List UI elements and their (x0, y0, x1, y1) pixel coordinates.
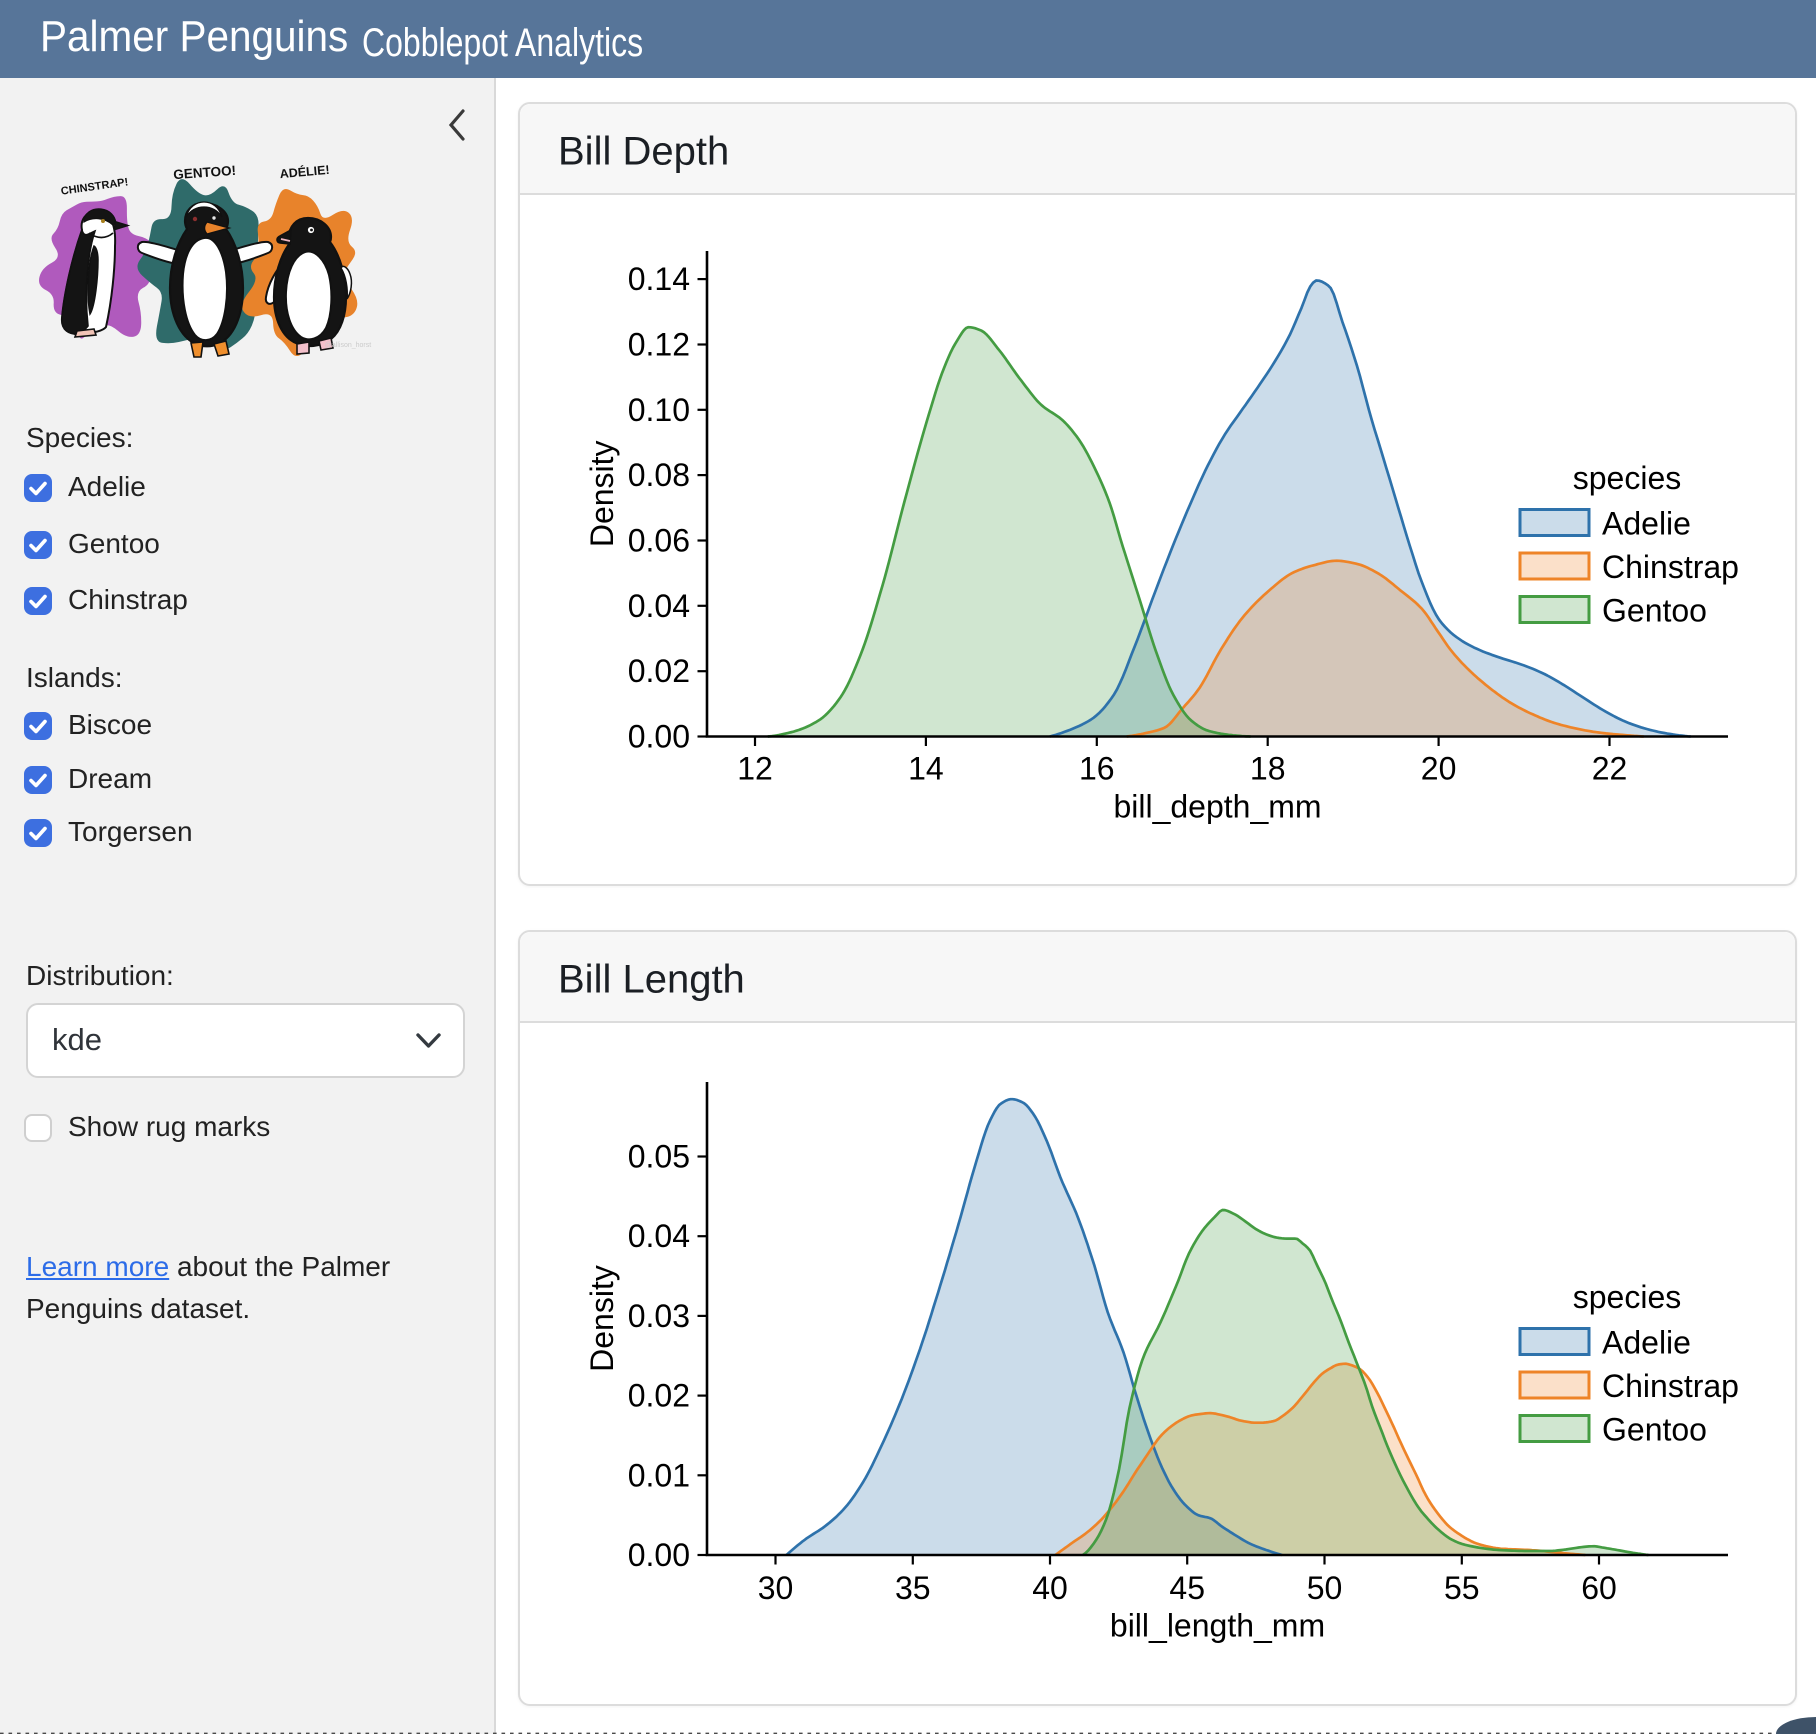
svg-text:18: 18 (1250, 750, 1286, 786)
svg-text:Adelie: Adelie (1602, 506, 1691, 542)
svg-text:0.06: 0.06 (628, 523, 690, 559)
svg-text:30: 30 (758, 1570, 794, 1606)
svg-text:16: 16 (1079, 750, 1115, 786)
svg-text:bill_length_mm: bill_length_mm (1110, 1608, 1325, 1644)
svg-text:0.02: 0.02 (628, 653, 690, 689)
svg-text:Density: Density (584, 1265, 620, 1372)
svg-text:35: 35 (895, 1570, 931, 1606)
svg-text:0.02: 0.02 (628, 1378, 690, 1414)
svg-text:55: 55 (1444, 1570, 1480, 1606)
svg-text:0.00: 0.00 (628, 719, 690, 755)
svg-text:0.01: 0.01 (628, 1457, 690, 1493)
svg-text:Chinstrap: Chinstrap (1602, 1368, 1739, 1404)
svg-text:0.00: 0.00 (628, 1537, 690, 1573)
svg-text:20: 20 (1421, 750, 1457, 786)
svg-text:bill_depth_mm: bill_depth_mm (1113, 789, 1321, 825)
svg-text:Adelie: Adelie (1602, 1325, 1691, 1361)
svg-text:species: species (1573, 460, 1682, 496)
svg-text:12: 12 (737, 750, 773, 786)
svg-text:species: species (1573, 1279, 1682, 1315)
svg-text:@allison_horst: @allison_horst (325, 342, 371, 349)
svg-text:0.14: 0.14 (628, 261, 690, 297)
svg-text:0.04: 0.04 (628, 1218, 690, 1254)
svg-text:0.03: 0.03 (628, 1298, 690, 1334)
svg-text:14: 14 (908, 750, 944, 786)
svg-text:60: 60 (1581, 1570, 1617, 1606)
svg-text:0.05: 0.05 (628, 1139, 690, 1175)
svg-text:0.10: 0.10 (628, 392, 690, 428)
svg-text:Gentoo: Gentoo (1602, 593, 1707, 629)
svg-text:ADÉLIE!: ADÉLIE! (279, 162, 330, 181)
svg-text:22: 22 (1592, 750, 1628, 786)
svg-text:45: 45 (1169, 1570, 1205, 1606)
svg-text:GENTOO!: GENTOO! (173, 163, 237, 182)
svg-text:Gentoo: Gentoo (1602, 1412, 1707, 1448)
svg-text:0.12: 0.12 (628, 327, 690, 363)
svg-text:Density: Density (584, 440, 620, 547)
svg-text:40: 40 (1032, 1570, 1068, 1606)
svg-text:0.08: 0.08 (628, 457, 690, 493)
svg-text:Chinstrap: Chinstrap (1602, 549, 1739, 585)
svg-text:0.04: 0.04 (628, 588, 690, 624)
svg-text:50: 50 (1307, 1570, 1343, 1606)
